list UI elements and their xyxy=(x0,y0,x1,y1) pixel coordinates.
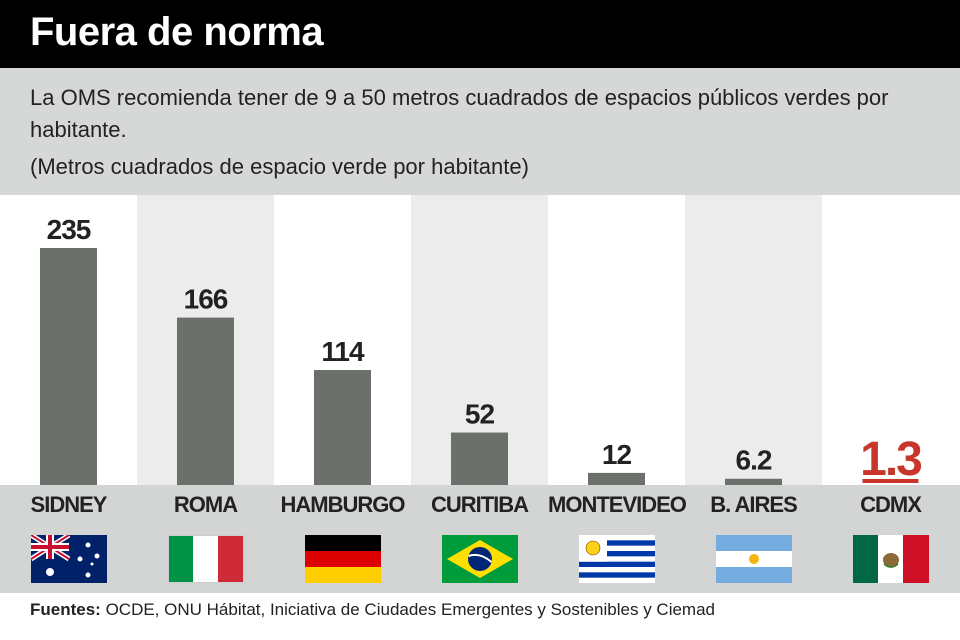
category-label: HAMBURGO xyxy=(280,492,406,517)
bar-hamburgo xyxy=(314,370,371,485)
category-label: MONTEVIDEO xyxy=(548,492,687,517)
argentina-flag-icon xyxy=(715,535,792,583)
column-stripe xyxy=(548,195,685,485)
chart-title: Fuera de norma xyxy=(30,10,324,54)
source-note: Fuentes: OCDE, ONU Hábitat, Iniciativa d… xyxy=(30,600,715,620)
chart-subtitle: La OMS recomienda tener de 9 a 50 metros… xyxy=(30,85,889,142)
category-label: SIDNEY xyxy=(30,492,108,517)
category-label: CDMX xyxy=(860,492,922,517)
australia-flag-icon xyxy=(29,532,107,583)
data-label: 6.2 xyxy=(736,445,772,476)
highlight-underline xyxy=(862,479,919,483)
source-text: OCDE, ONU Hábitat, Iniciativa de Ciudade… xyxy=(100,600,716,619)
source-label: Fuentes: xyxy=(30,600,101,619)
bar-roma xyxy=(177,317,234,485)
title-bar: Fuera de norma xyxy=(0,0,960,68)
data-label: 166 xyxy=(184,284,228,315)
mexico-flag-icon xyxy=(852,535,929,583)
data-label: 52 xyxy=(465,399,495,430)
data-label: 1.3 xyxy=(860,433,921,485)
intro-panel: La OMS recomienda tener de 9 a 50 metros… xyxy=(0,68,960,195)
plot-area: 235 166 114 52 12 6.2 1.3 xyxy=(0,195,960,485)
column-stripe xyxy=(822,195,960,485)
bar-b-aires xyxy=(725,478,782,485)
bar-curitiba xyxy=(451,432,508,485)
data-label: 235 xyxy=(47,214,91,245)
category-label: ROMA xyxy=(173,492,238,517)
data-label: 114 xyxy=(321,336,365,367)
bar-chart: 235 166 114 52 12 6.2 1.3 xyxy=(0,195,960,485)
bar-montevideo xyxy=(588,472,645,485)
uruguay-flag-icon xyxy=(578,535,655,583)
category-label: CURITIBA xyxy=(430,492,529,517)
italy-flag-icon xyxy=(167,535,244,583)
germany-flag-icon xyxy=(304,535,381,583)
bar-sidney xyxy=(40,248,97,485)
brazil-flag-icon xyxy=(441,535,518,583)
category-label: B. AIRES xyxy=(710,492,798,517)
unit-label: (Metros cuadrados de espacio verde por h… xyxy=(30,154,529,179)
data-label: 12 xyxy=(602,439,632,470)
column-stripe xyxy=(685,195,822,485)
